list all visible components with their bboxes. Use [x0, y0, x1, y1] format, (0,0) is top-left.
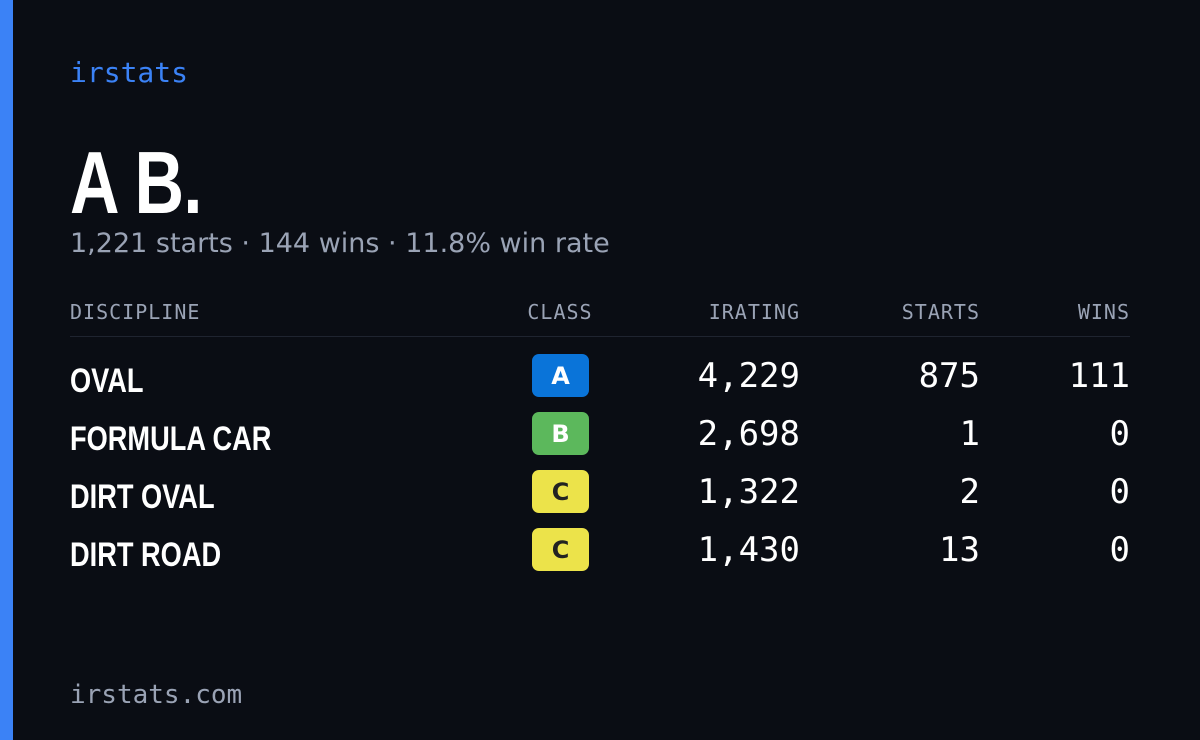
- discipline: DIRT OVAL: [70, 478, 215, 516]
- stat-value: 1,430: [697, 530, 800, 570]
- class-badge: A: [532, 354, 589, 397]
- stat-value: 2: [959, 472, 980, 512]
- header-rule: [70, 336, 1130, 337]
- column-header: IRATING: [708, 300, 800, 324]
- class-badge: C: [532, 470, 589, 513]
- stat-value: 1,322: [697, 472, 800, 512]
- stat-value: 4,229: [697, 356, 800, 396]
- stat-value: 0: [1109, 530, 1130, 570]
- brand: irstats: [70, 56, 189, 89]
- column-header: DISCIPLINE: [70, 300, 201, 324]
- driver-name: A B.: [70, 133, 202, 232]
- class-badge: B: [532, 412, 589, 455]
- stat-value: 875: [918, 356, 980, 396]
- stat-value: 2,698: [697, 414, 800, 454]
- stat-value: 1: [959, 414, 980, 454]
- discipline: OVAL: [70, 362, 144, 400]
- stat-value: 0: [1109, 414, 1130, 454]
- discipline: DIRT ROAD: [70, 536, 222, 574]
- column-header: CLASS: [527, 300, 593, 324]
- stat-value: 13: [939, 530, 980, 570]
- column-header: STARTS: [901, 300, 980, 324]
- stat-value: 111: [1068, 356, 1130, 396]
- accent-bar: [0, 0, 13, 740]
- class-badge: C: [532, 528, 589, 571]
- discipline: FORMULA CAR: [70, 420, 272, 458]
- footer: irstats.com: [70, 680, 243, 710]
- summary: 1,221 starts · 144 wins · 11.8% win rate: [70, 228, 610, 259]
- column-header: WINS: [1077, 300, 1130, 324]
- stat-value: 0: [1109, 472, 1130, 512]
